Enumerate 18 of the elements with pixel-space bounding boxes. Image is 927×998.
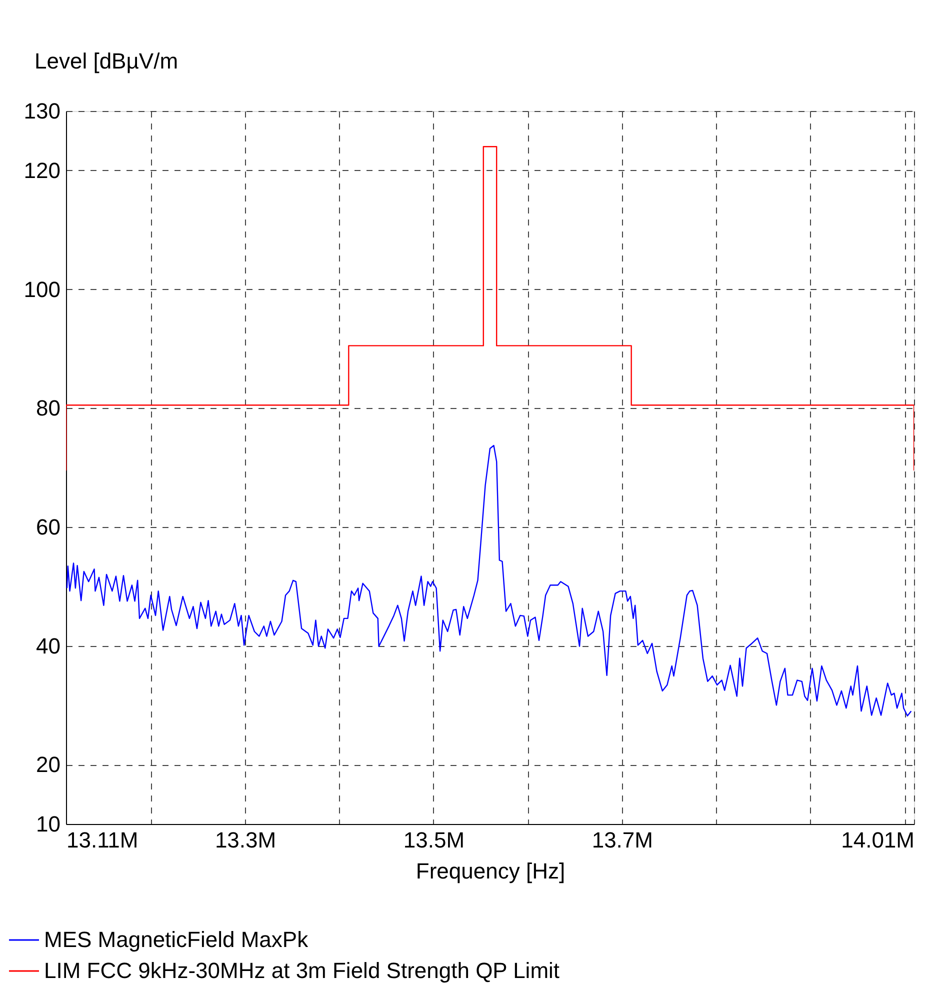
y-tick-label: 130 [24, 98, 60, 124]
x-tick-label: 14.01M [841, 828, 914, 852]
legend-label: LIM FCC 9kHz-30MHz at 3m Field Strength QP Limit [44, 958, 560, 983]
y-tick-label: 120 [24, 158, 60, 183]
x-axis-title: Frequency [Hz] [416, 858, 566, 884]
y-tick-label: 100 [24, 276, 60, 302]
y-axis-title: Level [dBµV/m [34, 48, 178, 74]
y-tick-label: 80 [36, 396, 60, 421]
x-tick-label: 13.11M [66, 828, 138, 852]
line-series [66, 444, 912, 716]
x-tick-label: 13.7M [592, 828, 653, 852]
legend-label: MES MagneticField MaxPk [44, 927, 310, 952]
x-tick-label: 13.3M [214, 828, 276, 852]
y-tick-label: 10 [36, 812, 60, 836]
x-tick-label: 13.5M [403, 828, 465, 852]
y-tick-label: 40 [36, 633, 60, 658]
y-tick-label: 20 [36, 752, 60, 778]
y-tick-label: 60 [36, 514, 60, 540]
